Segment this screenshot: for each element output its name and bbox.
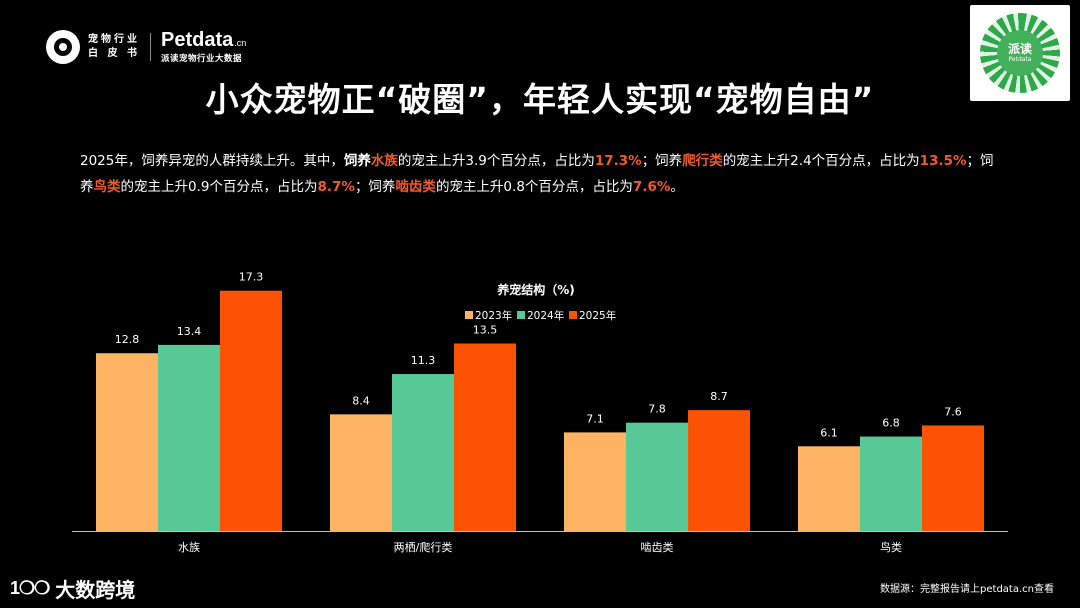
data-label-0-2: 17.3 (239, 271, 264, 284)
legend-swatch-1 (517, 311, 525, 319)
bar-1-2 (454, 343, 516, 531)
data-source-note: 数据源：完整报告请上petdata.cn查看 (880, 584, 1054, 595)
bar-1-0 (330, 414, 392, 531)
bar-2-2 (688, 410, 750, 531)
qr-center-badge: 派读 Petdata (997, 30, 1043, 76)
brand-header: 宠物行业 白 皮 书 Petdata.cn 派读宠物行业大数据 (46, 30, 246, 64)
bar-0-2 (220, 290, 282, 531)
bar-0-0 (96, 353, 158, 531)
data-label-2-2: 8.7 (710, 390, 728, 403)
x-tick-label-1: 两栖/爬行类 (394, 540, 453, 554)
footer-brand: 1❍❍ 大数跨境 (10, 574, 135, 603)
data-label-2-0: 7.1 (586, 412, 604, 425)
pet-logo-icon (46, 30, 80, 64)
data-label-3-0: 6.1 (820, 426, 838, 439)
bar-0-1 (158, 344, 220, 531)
chart-title: 养宠结构（%) (496, 282, 575, 297)
data-label-2-1: 7.8 (648, 403, 666, 416)
bar-1-1 (392, 374, 454, 531)
legend-label-0: 2023年 (475, 309, 512, 322)
brand-divider (150, 33, 151, 61)
legend-label-2: 2025年 (579, 309, 616, 322)
x-tick-label-3: 鸟类 (880, 540, 902, 554)
legend-swatch-0 (465, 311, 473, 319)
data-label-3-2: 7.6 (944, 405, 962, 418)
brand-mark-icon: 1❍❍ (10, 578, 50, 598)
data-label-1-1: 11.3 (411, 354, 436, 367)
pet-structure-bar-chart: 养宠结构（%) 2023年 2024年 2025年 12.8 13.4 17.3 水族 8.4 1… (72, 271, 1008, 554)
bar-3-0 (798, 446, 860, 531)
legend-label-1: 2024年 (527, 309, 564, 322)
petdata-logo: Petdata.cn 派读宠物行业大数据 (161, 30, 246, 65)
data-label-0-0: 12.8 (115, 333, 140, 346)
data-label-1-0: 8.4 (352, 394, 370, 407)
bar-3-1 (860, 436, 922, 531)
x-tick-label-0: 水族 (178, 540, 200, 554)
miniprogram-qr-code[interactable]: 派读 Petdata (970, 5, 1070, 101)
bar-2-0 (564, 432, 626, 531)
data-label-1-2: 13.5 (473, 324, 498, 337)
bar-3-2 (922, 425, 984, 531)
legend-swatch-2 (569, 311, 577, 319)
petdata-wordmark: Petdata.cn (161, 28, 247, 51)
data-label-3-1: 6.8 (882, 417, 900, 430)
data-label-0-1: 13.4 (177, 325, 202, 338)
intro-paragraph: 2025年，饲养异宠的人群持续上升。其中，饲养水族的宠主上升3.9个百分点，占比… (80, 153, 994, 195)
whitepaper-line2: 白 皮 书 (88, 48, 140, 59)
petdata-tagline: 派读宠物行业大数据 (161, 53, 243, 64)
footer-brand-name: 大数跨境 (55, 578, 136, 602)
x-tick-label-2: 啮齿类 (641, 540, 674, 554)
page-title: 小众宠物正“破圈”，年轻人实现“宠物自由” (205, 80, 875, 119)
bar-2-1 (626, 422, 688, 531)
whitepaper-label: 宠物行业 白 皮 书 (88, 33, 140, 61)
whitepaper-line1: 宠物行业 (88, 34, 140, 45)
